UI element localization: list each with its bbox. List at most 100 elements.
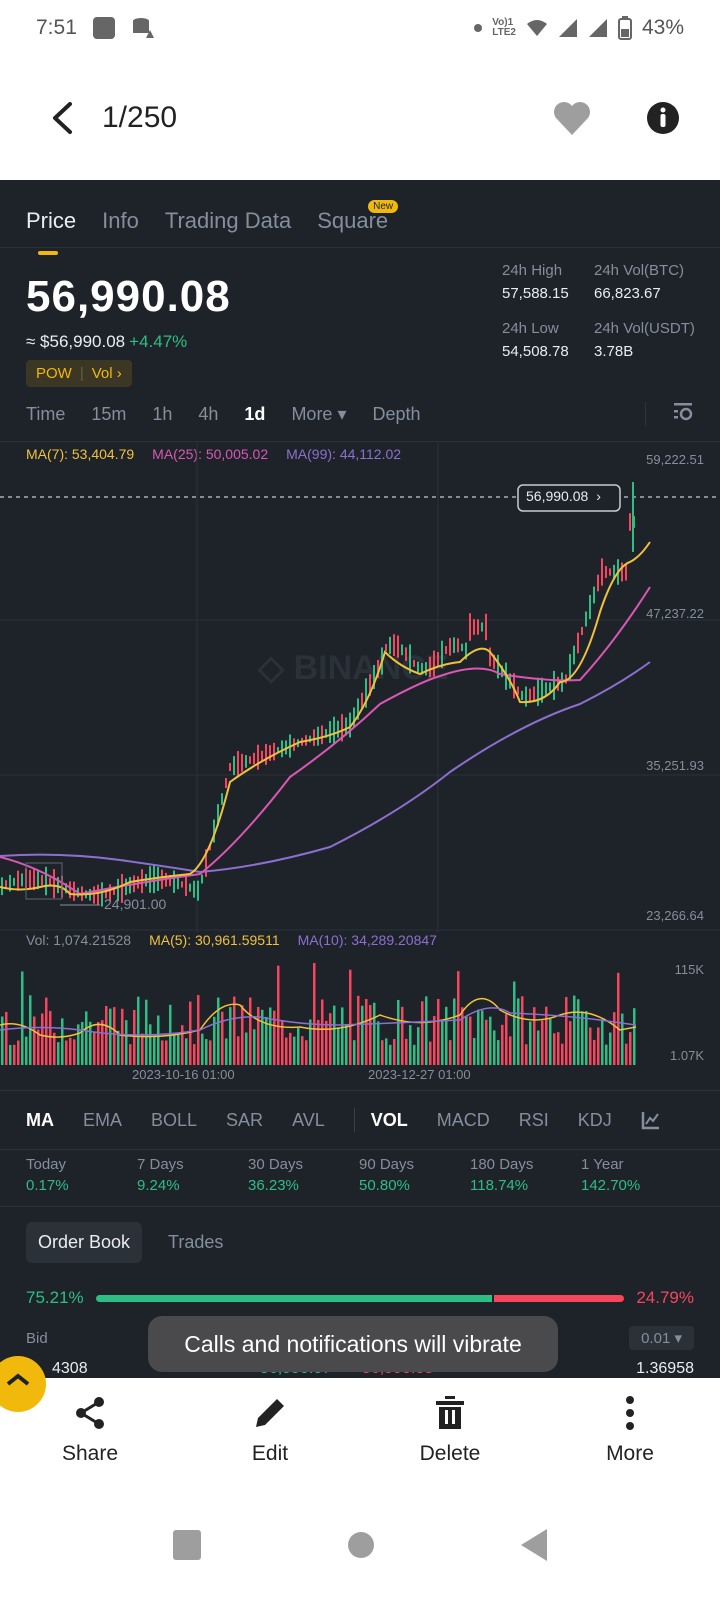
indicator-rsi[interactable]: RSI (518, 1109, 549, 1130)
vol-ma10: MA(10): 34,289.20847 (297, 932, 437, 948)
signal-icon (558, 19, 577, 37)
depth-tab[interactable]: Depth (372, 404, 421, 424)
app-notification-icon (92, 17, 115, 39)
interval-15m[interactable]: 15m (91, 404, 127, 424)
watermark: ◇ BINANCE (257, 649, 449, 687)
24h-stats: 24h High 24h Vol(BTC) 57,588.15 66,823.6… (502, 262, 704, 372)
ask-qty: 1.36958 (636, 1360, 694, 1377)
ratio-bar (95, 1294, 625, 1302)
vol-axis-top: 115K (674, 962, 704, 977)
back-icon[interactable] (521, 1529, 547, 1561)
vol-tag: Vol (91, 365, 113, 382)
scroll-up-button[interactable] (0, 1356, 46, 1412)
perf-7d: 7 Days 9.24% (137, 1156, 184, 1194)
indicator-vol[interactable]: VOL (370, 1109, 408, 1130)
divider (353, 1108, 355, 1132)
tab-square[interactable]: Square New (317, 200, 399, 247)
indicator-macd[interactable]: MACD (436, 1109, 490, 1130)
delete-label: Delete (419, 1442, 481, 1465)
perf-1y: 1 Year 142.70% (581, 1156, 641, 1194)
edit-button[interactable]: Edit (180, 1378, 360, 1490)
indicator-sar[interactable]: SAR (226, 1109, 264, 1130)
gallery-action-bar: Share Edit Delete More (0, 1378, 720, 1490)
indicator-settings-icon[interactable] (641, 1110, 661, 1130)
battery-percent: 43% (641, 16, 684, 39)
top-tabs: Price Info Trading Data Square New (0, 180, 720, 255)
chevron-right-icon: › (116, 365, 122, 382)
x-axis-date: 2023-10-16 01:00 (132, 1067, 235, 1082)
vol-axis-bottom: 1.07K (670, 1048, 704, 1063)
bid-percent: 75.21% (26, 1288, 84, 1307)
app-bar: 1/250 (0, 56, 720, 180)
high-label: 24h High (502, 262, 563, 279)
indicator-ema[interactable]: EMA (83, 1109, 123, 1130)
order-book-header: Bid 0.01 ▾ (26, 1326, 694, 1350)
tab-order-book[interactable]: Order Book (26, 1222, 143, 1263)
interval-1h[interactable]: 1h (152, 404, 173, 424)
last-price-tag[interactable] (517, 484, 621, 512)
pow-vol-tag[interactable]: POW | Vol › (26, 360, 132, 387)
indicator-kdj[interactable]: KDJ (577, 1109, 612, 1130)
share-button[interactable]: Share (0, 1378, 180, 1490)
pow-tag: POW (36, 365, 72, 382)
status-bar: 7:51 Vo)1 LTE2 43% (0, 0, 720, 56)
back-arrow-icon[interactable] (50, 101, 74, 135)
y-axis-label: 47,237.22 (646, 606, 704, 621)
tab-info[interactable]: Info (102, 208, 139, 233)
ma-legend: MA(7): 53,404.79 MA(25): 50,005.02 MA(99… (0, 442, 720, 466)
vol-btc-label: 24h Vol(BTC) (594, 262, 685, 279)
perf-180d: 180 Days 118.74% (470, 1156, 534, 1194)
volume-chart[interactable] (0, 955, 640, 1065)
indicator-ma[interactable]: MA (26, 1109, 54, 1130)
interval-time[interactable]: Time (26, 404, 66, 424)
indicator-tabs: MA EMA BOLL SAR AVL VOL MACD RSI KDJ (0, 1090, 720, 1150)
perf-90d: 90 Days 50.80% (359, 1156, 415, 1194)
perf-30d: 30 Days 36.23% (248, 1156, 304, 1194)
info-icon[interactable] (646, 101, 680, 135)
interval-4h[interactable]: 4h (198, 404, 219, 424)
tab-price[interactable]: Price (26, 208, 76, 255)
home-icon[interactable] (347, 1531, 375, 1559)
wifi-icon (526, 20, 547, 36)
ma99-value: MA(99): 44,112.02 (286, 446, 402, 462)
more-button[interactable]: More (540, 1378, 720, 1490)
volte-icon: Vo)1 LTE2 (492, 17, 516, 38)
last-price: 56,990.08 (26, 272, 231, 321)
low-value: 54,508.78 (502, 343, 569, 360)
fiat-value: ≈ $56,990.08 (26, 332, 126, 351)
vol-usdt-label: 24h Vol(USDT) (594, 320, 695, 337)
more-vertical-icon (626, 1396, 634, 1430)
recents-icon[interactable] (173, 1530, 201, 1560)
delete-button[interactable]: Delete (360, 1378, 540, 1490)
price-step-select[interactable]: 0.01 ▾ (629, 1326, 694, 1350)
indicator-avl[interactable]: AVL (292, 1109, 325, 1130)
vol-value: Vol: 1,074.21528 (26, 932, 132, 948)
tab-trading-data[interactable]: Trading Data (164, 208, 292, 233)
candlestick-chart[interactable]: ◇ BINANCE (0, 442, 720, 932)
bid-qty: 4308 (52, 1360, 88, 1377)
heart-icon[interactable] (552, 100, 592, 136)
share-label: Share (61, 1442, 119, 1465)
x-axis-date: 2023-12-27 01:00 (368, 1067, 471, 1082)
indicator-boll[interactable]: BOLL (151, 1109, 198, 1130)
image-counter: 1/250 (102, 101, 178, 134)
storage-warning-icon (132, 18, 154, 38)
dot-icon (474, 24, 483, 32)
ma7-value: MA(7): 53,404.79 (26, 446, 135, 462)
price-summary: 56,990.08 ≈ $56,990.08 +4.47% POW | Vol › 2… (0, 248, 720, 388)
tab-trades[interactable]: Trades (168, 1232, 224, 1252)
chart-settings-icon[interactable] (645, 402, 694, 427)
more-label: More (606, 1442, 654, 1465)
performance-row: Today 0.17% 7 Days 9.24% 30 Days 36.23% 90 … (26, 1156, 692, 1194)
interval-more[interactable]: More ▾ (291, 404, 347, 424)
toast-message: Calls and notifications will vibrate (148, 1316, 558, 1372)
divider (0, 1206, 720, 1207)
y-axis-label: 59,222.51 (646, 452, 704, 467)
high-value: 57,588.15 (502, 285, 569, 302)
edit-pencil-icon (256, 1399, 284, 1427)
interval-1d[interactable]: 1d (244, 404, 266, 424)
bid-ask-ratio: 75.21% 24.79% (26, 1288, 694, 1308)
y-axis-label: 23,266.64 (646, 908, 704, 923)
screenshot-content: Price Info Trading Data Square New 56,990… (0, 180, 720, 1378)
bid-label: Bid (26, 1330, 48, 1347)
